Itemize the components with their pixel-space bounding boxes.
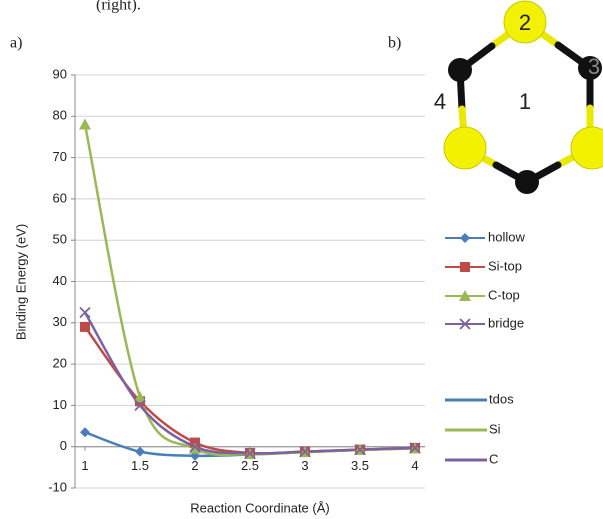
legend-label: tdos [489,391,514,406]
x-axis-label: Reaction Coordinate (Å) [190,500,329,515]
legend-label: Si-top [488,258,522,273]
data-point [79,119,91,130]
figure: (right). a) b) 2 3 4 1 Binding Energy (e… [0,0,603,519]
data-point [80,322,90,332]
data-point [135,447,145,457]
x-tick-label: 4 [411,458,418,473]
data-point [80,427,90,437]
x-tick-label: 2.5 [241,458,259,473]
legend-label: C [489,451,498,466]
y-tick-label: -10 [48,479,67,494]
y-tick-label: 40 [53,273,67,288]
y-tick-label: 60 [53,190,67,205]
y-tick-label: 10 [53,397,67,412]
x-tick-label: 3 [301,458,308,473]
y-tick-label: 30 [53,314,67,329]
series-line [85,327,415,453]
legend-marker [460,262,470,272]
atom-label: 2 [519,10,531,35]
x-tick-label: 1 [81,458,88,473]
panel-label: a) [10,35,22,52]
y-tick-label: 90 [53,66,67,81]
legend-label: Si [489,421,501,436]
x-tick-label: 3.5 [351,458,369,473]
y-tick-label: 20 [53,356,67,371]
y-axis-label: Binding Energy (eV) [13,224,28,340]
atom-label: 1 [519,89,531,114]
y-tick-label: 80 [53,108,67,123]
caption-fragment: (right). [96,0,141,14]
legend-label: C-top [488,287,520,302]
y-tick-label: 50 [53,232,67,247]
legend-label: bridge [488,315,524,330]
data-point [80,307,90,317]
panel-label: b) [388,35,401,52]
legend-marker [460,233,470,243]
y-tick-label: 70 [53,149,67,164]
legend-label: hollow [488,229,525,244]
atom-label: 3 [588,54,600,79]
atom-label: 4 [434,89,446,114]
y-tick-label: 0 [60,438,67,453]
x-tick-label: 1.5 [131,458,149,473]
